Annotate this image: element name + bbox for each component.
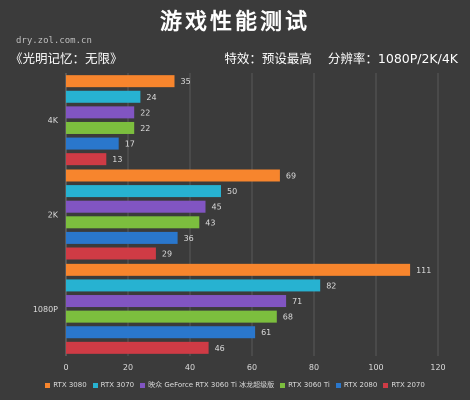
data-label: 22 [140, 124, 150, 133]
legend-swatch [280, 382, 286, 388]
data-label: 68 [283, 313, 293, 322]
test-settings: 特效：预设最高 分辨率：1080P/2K/4K [224, 48, 458, 67]
bar [66, 90, 141, 103]
legend-label: RTX 2080 [343, 381, 378, 389]
legend-item: RTX 3060 Ti [280, 381, 330, 389]
bar [66, 216, 200, 229]
legend-label: 映众 GeForce RTX 3060 Ti 冰龙超级版 [148, 381, 275, 389]
x-tick-label: 120 [430, 363, 445, 372]
data-label: 43 [205, 218, 215, 227]
x-tick-label: 100 [368, 363, 383, 372]
bar [66, 263, 411, 276]
legend-label: RTX 3070 [100, 381, 135, 389]
legend-item: RTX 2070 [383, 381, 425, 389]
legend-swatch [92, 382, 98, 388]
data-label: 61 [261, 328, 271, 337]
legend-item: RTX 3070 [92, 381, 135, 389]
bar [66, 106, 135, 119]
data-label: 111 [416, 266, 431, 275]
bar [66, 295, 287, 308]
bar [66, 137, 119, 150]
legend-swatch [45, 382, 51, 388]
bar [66, 200, 206, 213]
bar [66, 231, 178, 244]
data-label: 50 [227, 187, 237, 196]
category-label: 2K [48, 211, 59, 220]
data-label: 29 [162, 250, 172, 259]
data-label: 45 [212, 203, 222, 212]
data-label: 22 [140, 108, 150, 117]
bar [66, 247, 156, 260]
game-name: 《光明记忆：无限》 [10, 51, 123, 66]
data-label: 13 [112, 155, 122, 164]
bar [66, 310, 277, 323]
category-label: 4K [48, 116, 59, 125]
bar [66, 153, 107, 166]
x-tick-label: 0 [63, 363, 68, 372]
legend-swatch [383, 382, 389, 388]
legend-swatch [140, 382, 146, 388]
data-label: 17 [125, 140, 135, 149]
data-label: 36 [184, 234, 194, 243]
bar [66, 169, 280, 182]
legend-item: RTX 3080 [45, 381, 87, 389]
data-label: 35 [181, 77, 191, 86]
x-tick-label: 80 [309, 363, 319, 372]
data-label: 69 [286, 172, 296, 181]
page-title: 游戏性能测试 [159, 10, 310, 35]
legend-item: 映众 GeForce RTX 3060 Ti 冰龙超级版 [140, 380, 274, 390]
bar [66, 75, 175, 88]
effects-setting: 特效：预设最高 [224, 51, 312, 66]
resolution-setting: 分辨率：1080P/2K/4K [327, 51, 458, 66]
watermark-text: dry.zol.com.cn [16, 36, 92, 46]
bar [66, 185, 221, 198]
legend-label: RTX 3060 Ti [288, 381, 330, 389]
legend-item: RTX 2080 [335, 381, 378, 389]
x-tick-label: 40 [185, 363, 195, 372]
x-tick-label: 60 [247, 363, 257, 372]
data-label: 46 [215, 344, 225, 353]
bar [66, 326, 256, 339]
legend-swatch [335, 382, 341, 388]
legend-label: RTX 3080 [53, 381, 87, 389]
x-tick-label: 20 [123, 363, 133, 372]
data-label: 71 [292, 297, 302, 306]
bar [66, 121, 135, 134]
data-label: 82 [326, 281, 336, 290]
chart-legend: RTX 3080 RTX 3070 映众 GeForce RTX 3060 Ti 冰… [4, 380, 466, 390]
category-label: 1080P [33, 305, 58, 314]
data-label: 24 [146, 93, 156, 102]
bar [66, 341, 209, 354]
legend-label: RTX 2070 [391, 381, 425, 389]
bar [66, 279, 321, 292]
